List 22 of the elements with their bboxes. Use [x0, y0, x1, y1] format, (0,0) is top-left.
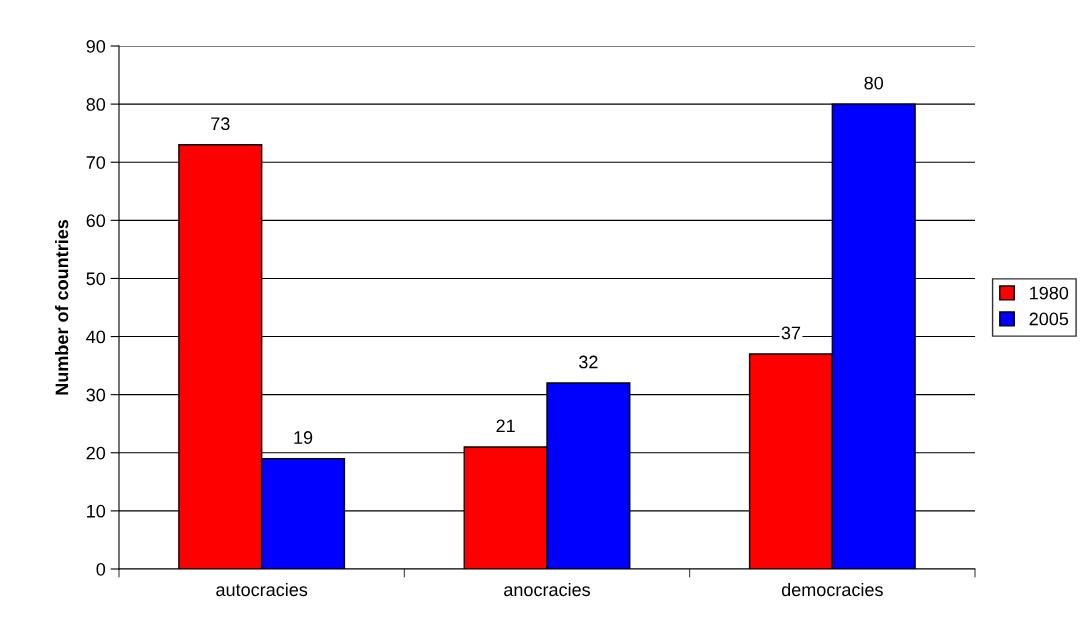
y-tick-label: 80: [86, 98, 106, 111]
data-label: 80: [864, 76, 884, 90]
y-tick-label: 30: [86, 388, 106, 402]
legend-label: 1980: [1030, 286, 1069, 300]
y-tick-label: 40: [86, 330, 106, 344]
x-tick-label: anocracies: [504, 582, 591, 597]
x-tick-label: autocracies: [216, 582, 308, 597]
data-label: 21: [496, 419, 515, 433]
data-label: 32: [579, 355, 598, 369]
y-tick-label: 0: [96, 562, 106, 576]
y-tick-label: 70: [86, 156, 106, 169]
y-tick-label: 60: [86, 214, 106, 228]
data-label: 73: [211, 117, 230, 131]
y-tick-label: 50: [86, 272, 106, 286]
y-tick-label: 10: [87, 504, 106, 518]
y-tick-label: 20: [86, 446, 106, 460]
data-label: 37: [781, 326, 801, 340]
legend-label: 2005: [1029, 312, 1069, 326]
y-tick-label: 90: [86, 39, 106, 53]
data-label: 19: [294, 431, 313, 444]
x-tick-label: democracies: [781, 582, 883, 597]
y-axis-title: Number of countries: [55, 219, 69, 395]
